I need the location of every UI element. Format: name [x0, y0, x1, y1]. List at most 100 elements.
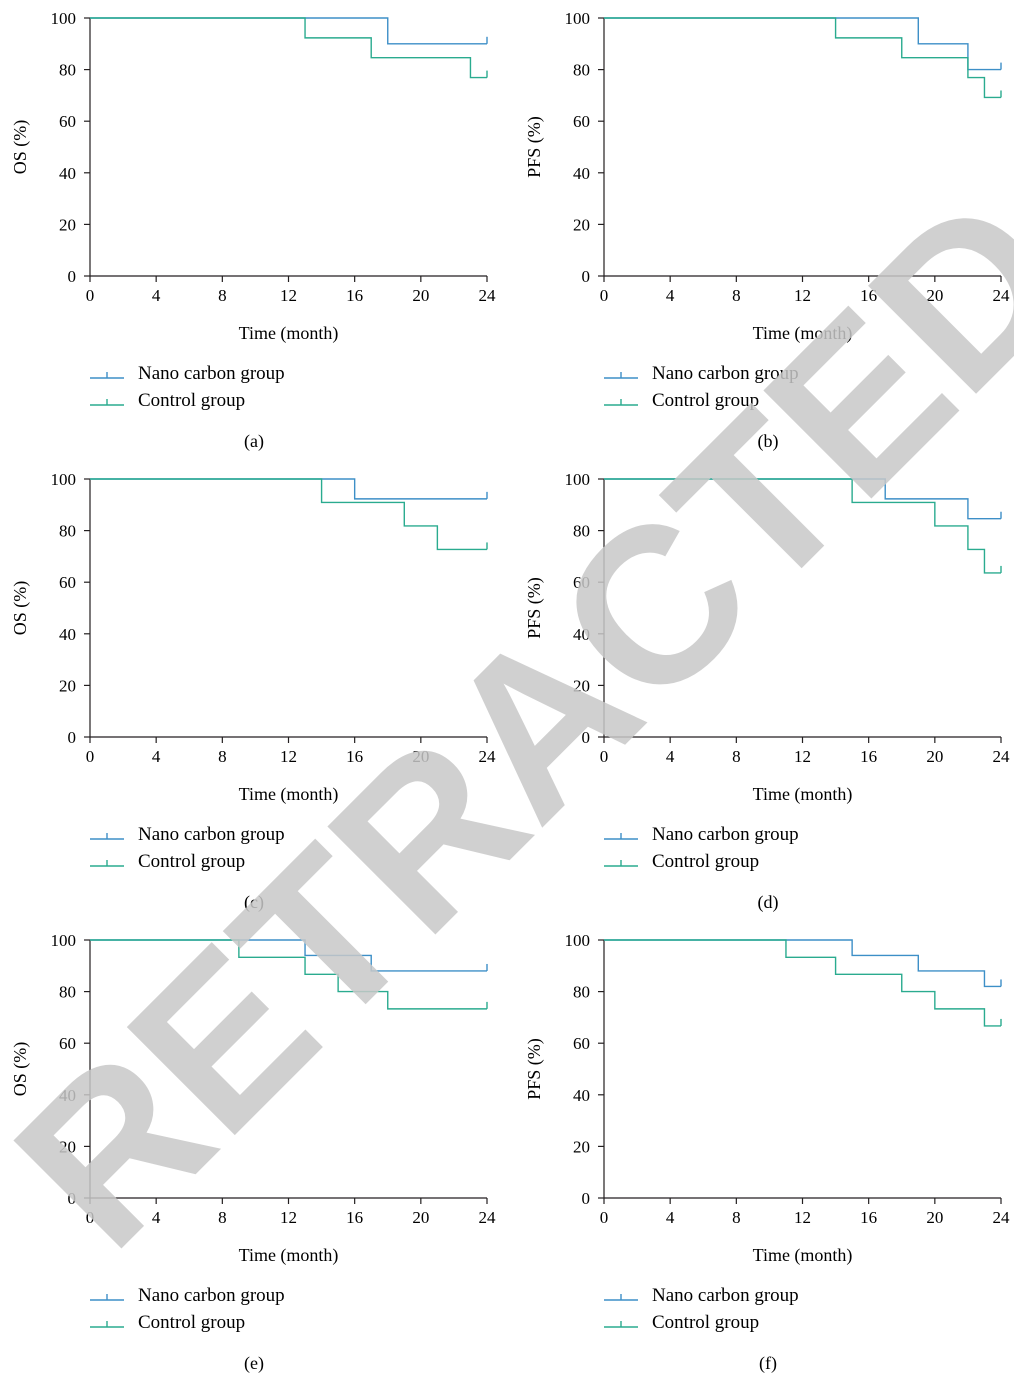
- legend-label: Control group: [652, 390, 759, 411]
- legend-label: Nano carbon group: [652, 824, 799, 845]
- legend-item-control: Control group: [604, 390, 759, 411]
- legend-item-nano-carbon: Nano carbon group: [604, 824, 799, 845]
- panel-label: (f): [759, 1353, 777, 1374]
- panel-label: (a): [244, 431, 264, 452]
- x-tick-label: 20: [412, 286, 429, 305]
- nano-carbon-curve: [90, 17, 487, 45]
- legend-item-control: Control group: [90, 1312, 245, 1333]
- y-axis-label: PFS (%): [524, 116, 545, 178]
- y-tick-label: 80: [59, 983, 76, 1002]
- x-tick-label: 0: [86, 747, 95, 766]
- y-axis-label: PFS (%): [524, 577, 545, 639]
- y-tick-label: 0: [582, 267, 591, 286]
- x-tick-label: 24: [993, 1208, 1011, 1227]
- panel-label: (e): [244, 1353, 264, 1374]
- x-tick-label: 8: [732, 747, 741, 766]
- x-tick-label: 0: [600, 1208, 609, 1227]
- y-tick-label: 100: [565, 9, 591, 28]
- y-tick-label: 100: [51, 470, 77, 489]
- nano-carbon-curve: [604, 939, 1001, 988]
- chart-panel-f: 0 4 8 12 16 20 24 0 20 40 60 80 100 Time (month) PFS (…: [524, 931, 1010, 1374]
- y-tick-label: 40: [573, 625, 590, 644]
- legend-label: Control group: [138, 390, 245, 411]
- y-tick-label: 40: [59, 164, 76, 183]
- x-tick-label: 24: [479, 286, 497, 305]
- legend-item-control: Control group: [604, 1312, 759, 1333]
- x-tick-label: 0: [86, 1208, 95, 1227]
- y-tick-label: 0: [68, 267, 77, 286]
- y-tick-label: 80: [59, 522, 76, 541]
- legend-item-nano-carbon: Nano carbon group: [90, 363, 285, 384]
- x-tick-label: 4: [666, 1208, 675, 1227]
- x-tick-label: 4: [152, 1208, 161, 1227]
- y-tick-label: 0: [582, 1189, 591, 1208]
- y-tick-label: 80: [573, 61, 590, 80]
- y-tick-label: 100: [51, 9, 77, 28]
- x-tick-label: 24: [993, 747, 1011, 766]
- x-tick-label: 0: [600, 286, 609, 305]
- x-tick-label: 4: [666, 286, 675, 305]
- x-tick-label: 12: [794, 747, 811, 766]
- x-tick-label: 24: [479, 747, 497, 766]
- y-tick-label: 60: [573, 1034, 590, 1053]
- x-tick-label: 12: [280, 1208, 297, 1227]
- x-tick-label: 16: [860, 286, 877, 305]
- x-axis-label: Time (month): [753, 784, 853, 805]
- control-curve: [604, 17, 1001, 99]
- x-axis-label: Time (month): [239, 784, 339, 805]
- x-axis-label: Time (month): [239, 323, 339, 344]
- x-tick-label: 8: [218, 747, 227, 766]
- x-tick-label: 12: [280, 286, 297, 305]
- x-tick-label: 4: [666, 747, 675, 766]
- x-tick-label: 12: [794, 286, 811, 305]
- x-tick-label: 12: [280, 747, 297, 766]
- x-tick-label: 20: [926, 286, 943, 305]
- legend-label: Nano carbon group: [652, 1285, 799, 1306]
- x-tick-label: 24: [993, 286, 1011, 305]
- legend-label: Nano carbon group: [138, 824, 285, 845]
- control-curve: [90, 478, 487, 551]
- y-axis-label: PFS (%): [524, 1038, 545, 1100]
- x-tick-label: 24: [479, 1208, 497, 1227]
- x-axis-label: Time (month): [753, 1245, 853, 1266]
- y-tick-label: 100: [565, 931, 591, 950]
- y-tick-label: 60: [59, 112, 76, 131]
- legend-item-control: Control group: [604, 851, 759, 872]
- nano-carbon-curve: [90, 939, 487, 972]
- y-tick-label: 40: [573, 1086, 590, 1105]
- legend-label: Control group: [652, 1312, 759, 1333]
- y-tick-label: 100: [565, 470, 591, 489]
- legend-item-nano-carbon: Nano carbon group: [90, 824, 285, 845]
- control-curve: [90, 17, 487, 79]
- legend-item-control: Control group: [90, 390, 245, 411]
- chart-panel-d: 0 4 8 12 16 20 24 0 20 40 60 80 100 Time (month) PFS (…: [524, 470, 1010, 913]
- y-tick-label: 80: [573, 983, 590, 1002]
- y-tick-label: 20: [573, 215, 590, 234]
- y-tick-label: 0: [68, 1189, 77, 1208]
- x-tick-label: 8: [732, 1208, 741, 1227]
- x-tick-label: 16: [860, 1208, 877, 1227]
- panel-label: (c): [244, 892, 264, 913]
- y-tick-label: 100: [51, 931, 77, 950]
- x-tick-label: 8: [732, 286, 741, 305]
- x-tick-label: 20: [412, 1208, 429, 1227]
- x-tick-label: 20: [926, 1208, 943, 1227]
- x-tick-label: 20: [412, 747, 429, 766]
- legend-label: Nano carbon group: [138, 1285, 285, 1306]
- x-tick-label: 8: [218, 286, 227, 305]
- x-tick-label: 4: [152, 747, 161, 766]
- nano-carbon-curve: [604, 17, 1001, 71]
- chart-panel-b: 0 4 8 12 16 20 24 0 20 40 60 80 100 Time (month) PFS (…: [524, 9, 1010, 452]
- control-curve: [604, 478, 1001, 574]
- legend-label: Nano carbon group: [138, 363, 285, 384]
- x-tick-label: 0: [86, 286, 95, 305]
- y-tick-label: 20: [573, 676, 590, 695]
- x-tick-label: 16: [346, 1208, 363, 1227]
- y-tick-label: 20: [59, 1137, 76, 1156]
- legend-item-nano-carbon: Nano carbon group: [604, 1285, 799, 1306]
- y-tick-label: 40: [573, 164, 590, 183]
- chart-panel-a: 0 4 8 12 16 20 24 0 20 40 60 80 100 Time (month) OS (%…: [10, 9, 496, 452]
- y-tick-label: 0: [582, 728, 591, 747]
- x-tick-label: 0: [600, 747, 609, 766]
